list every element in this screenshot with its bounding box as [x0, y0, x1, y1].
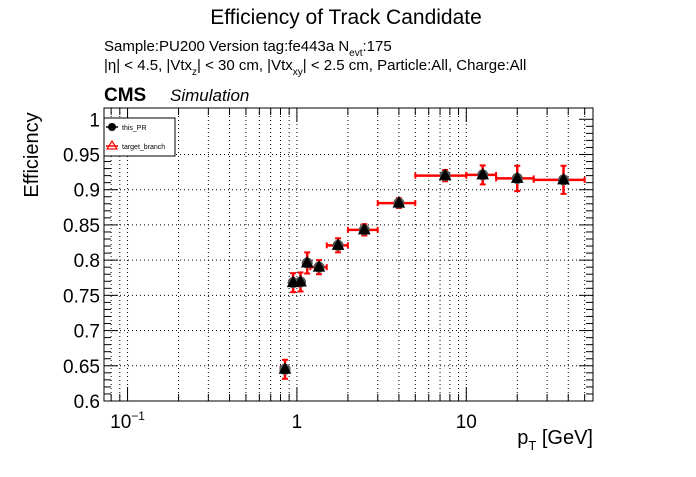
- plot-frame: [103, 107, 594, 402]
- cms-extra-label: Simulation: [170, 86, 249, 105]
- y-tick-label: 0.7: [74, 322, 100, 343]
- legend-label-this-pr: this_PR: [122, 125, 147, 132]
- target-branch-point: [312, 260, 326, 272]
- y-tick-label: 0.6: [74, 392, 100, 413]
- target-branch-point: [438, 168, 452, 181]
- target-branch-point: [300, 255, 314, 268]
- legend-label-target-branch: target_branch: [122, 144, 165, 151]
- legend-box: [103, 117, 176, 157]
- axis-ticks: 10−1 1 10 0.6 0.65 0.7 0.75 0.8 0.85 0.9 0.95 1: [63, 108, 593, 433]
- cms-label: CMS: [104, 85, 146, 106]
- data-marks: [278, 164, 586, 380]
- target-branch-point: [392, 196, 406, 208]
- subtitle-line2: |η| < 4.5, |Vtxz| < 30 cm, |Vtxxy| < 2.5…: [104, 57, 526, 78]
- y-tick-label: 1: [89, 110, 100, 131]
- y-tick-label: 0.85: [63, 216, 100, 237]
- x-tick-label: 10−1: [110, 409, 145, 433]
- y-tick-label: 0.95: [63, 145, 100, 166]
- target-branch-point: [331, 238, 345, 250]
- target-branch-point: [357, 222, 371, 235]
- target-branch-point: [476, 167, 490, 180]
- x-tick-label: 10: [456, 412, 477, 433]
- legend: this_PR target_branch: [103, 117, 176, 157]
- target-branch-point: [557, 172, 570, 185]
- target-branch-point: [510, 171, 524, 183]
- y-tick-label: 0.8: [74, 251, 100, 272]
- legend-marker-target-branch: [105, 139, 119, 150]
- y-axis-label: Efficiency: [21, 112, 43, 197]
- x-tick-label: 1: [292, 412, 303, 433]
- subtitle-line1: Sample:PU200 Version tag:fe443a Nevt:175: [104, 38, 392, 59]
- legend-marker-this-pr: [108, 123, 116, 131]
- y-tick-label: 0.75: [63, 286, 100, 307]
- x-axis-label: pT [GeV]: [517, 427, 593, 453]
- grid: [104, 108, 593, 401]
- target-branch-point: [294, 274, 307, 287]
- y-tick-label: 0.65: [63, 357, 100, 378]
- y-tick-label: 0.9: [74, 181, 100, 202]
- chart-title: Efficiency of Track Candidate: [210, 6, 482, 29]
- target-branch-point: [278, 362, 292, 374]
